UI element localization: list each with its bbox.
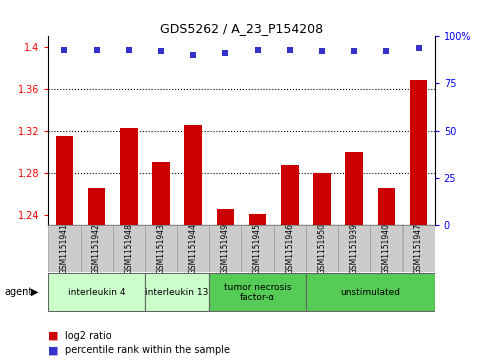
Bar <box>145 273 209 311</box>
Bar <box>152 162 170 225</box>
Bar <box>48 273 145 311</box>
Text: GSM1151943: GSM1151943 <box>156 223 166 274</box>
Bar <box>306 225 338 272</box>
Point <box>318 49 326 54</box>
Point <box>254 46 261 52</box>
Bar <box>145 225 177 272</box>
Text: GSM1151942: GSM1151942 <box>92 223 101 274</box>
Bar <box>177 225 209 272</box>
Bar <box>402 225 435 272</box>
Text: percentile rank within the sample: percentile rank within the sample <box>65 345 230 355</box>
Text: GSM1151949: GSM1151949 <box>221 223 230 274</box>
Bar <box>185 126 202 225</box>
Bar <box>209 225 242 272</box>
Point <box>189 52 197 58</box>
Bar <box>120 127 138 225</box>
Text: GSM1151941: GSM1151941 <box>60 223 69 274</box>
Bar <box>242 225 274 272</box>
Title: GDS5262 / A_23_P154208: GDS5262 / A_23_P154208 <box>160 22 323 35</box>
Point <box>383 49 390 54</box>
Point <box>60 46 68 52</box>
Text: unstimulated: unstimulated <box>341 288 400 297</box>
Bar <box>370 225 402 272</box>
Bar <box>88 188 105 225</box>
Point <box>125 46 133 52</box>
Bar <box>306 273 435 311</box>
Text: GSM1151947: GSM1151947 <box>414 223 423 274</box>
Bar <box>338 225 370 272</box>
Point <box>350 49 358 54</box>
Bar <box>313 173 331 225</box>
Bar <box>56 136 73 225</box>
Bar <box>281 165 298 225</box>
Bar <box>113 225 145 272</box>
Text: ■: ■ <box>48 345 59 355</box>
Bar <box>81 225 113 272</box>
Bar <box>216 209 234 225</box>
Point <box>415 45 423 50</box>
Text: GSM1151940: GSM1151940 <box>382 223 391 274</box>
Bar <box>345 152 363 225</box>
Point <box>286 46 294 52</box>
Text: GSM1151948: GSM1151948 <box>124 223 133 274</box>
Point <box>157 49 165 54</box>
Point <box>222 50 229 56</box>
Text: GSM1151939: GSM1151939 <box>350 223 359 274</box>
Text: interleukin 13: interleukin 13 <box>145 288 209 297</box>
Text: GSM1151946: GSM1151946 <box>285 223 294 274</box>
Text: GSM1151945: GSM1151945 <box>253 223 262 274</box>
Text: GSM1151944: GSM1151944 <box>189 223 198 274</box>
Bar <box>48 225 81 272</box>
Text: GSM1151950: GSM1151950 <box>317 223 327 274</box>
Bar <box>209 273 306 311</box>
Text: ■: ■ <box>48 331 59 341</box>
Text: tumor necrosis
factor-α: tumor necrosis factor-α <box>224 282 291 302</box>
Bar <box>410 80 427 225</box>
Bar <box>249 213 267 225</box>
Text: interleukin 4: interleukin 4 <box>68 288 126 297</box>
Text: agent: agent <box>5 287 33 297</box>
Text: ▶: ▶ <box>31 287 39 297</box>
Point <box>93 46 100 52</box>
Bar <box>274 225 306 272</box>
Bar <box>378 188 395 225</box>
Text: log2 ratio: log2 ratio <box>65 331 112 341</box>
